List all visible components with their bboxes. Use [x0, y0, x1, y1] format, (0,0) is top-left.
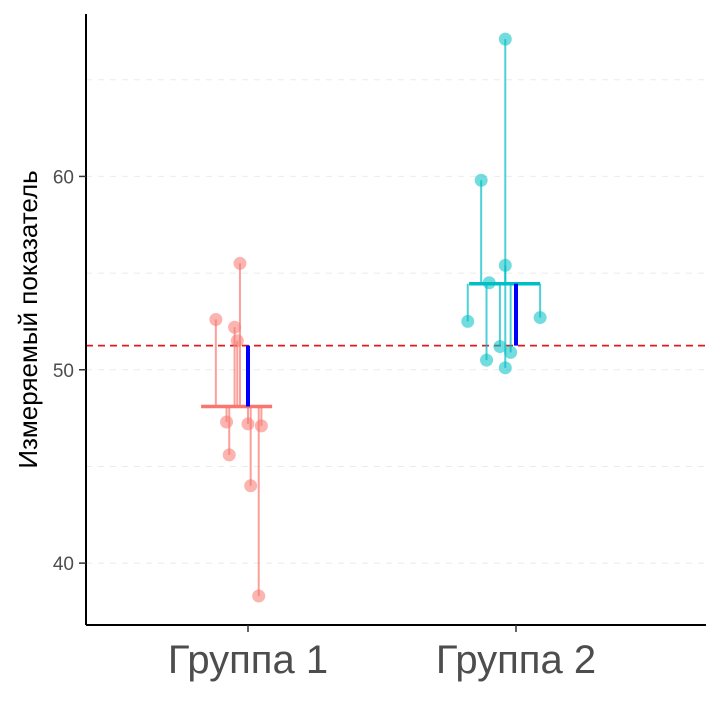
y-tick-label: 50 — [53, 361, 74, 382]
data-point — [241, 417, 255, 431]
y-axis-label: Измеряемый показатель — [13, 170, 43, 468]
data-point — [222, 448, 236, 462]
group-1 — [201, 256, 273, 603]
data-point — [474, 173, 488, 187]
data-point — [482, 276, 496, 290]
y-ticks: 40 50 60 — [53, 167, 86, 575]
data-point — [498, 361, 512, 375]
x-ticks: Группа 1 Группа 2 — [168, 625, 596, 682]
data-point — [220, 415, 234, 429]
data-point — [252, 589, 266, 603]
data-point — [244, 479, 258, 493]
y-tick-label: 60 — [53, 167, 74, 188]
data-point — [461, 314, 475, 328]
data-point — [498, 32, 512, 46]
data-point — [230, 334, 244, 348]
data-point — [533, 311, 547, 325]
data-point — [504, 345, 518, 359]
data-point — [493, 340, 507, 354]
data-point — [254, 419, 268, 433]
groups — [201, 32, 547, 603]
x-tick-label: Группа 2 — [436, 638, 596, 682]
data-point — [209, 313, 223, 326]
group-2 — [461, 32, 547, 375]
grid — [86, 79, 706, 564]
y-tick-label: 40 — [53, 554, 74, 575]
data-point — [233, 256, 247, 270]
data-point — [498, 258, 512, 272]
x-tick-label: Группа 1 — [168, 638, 328, 682]
data-point — [228, 320, 242, 334]
data-point — [480, 353, 494, 367]
